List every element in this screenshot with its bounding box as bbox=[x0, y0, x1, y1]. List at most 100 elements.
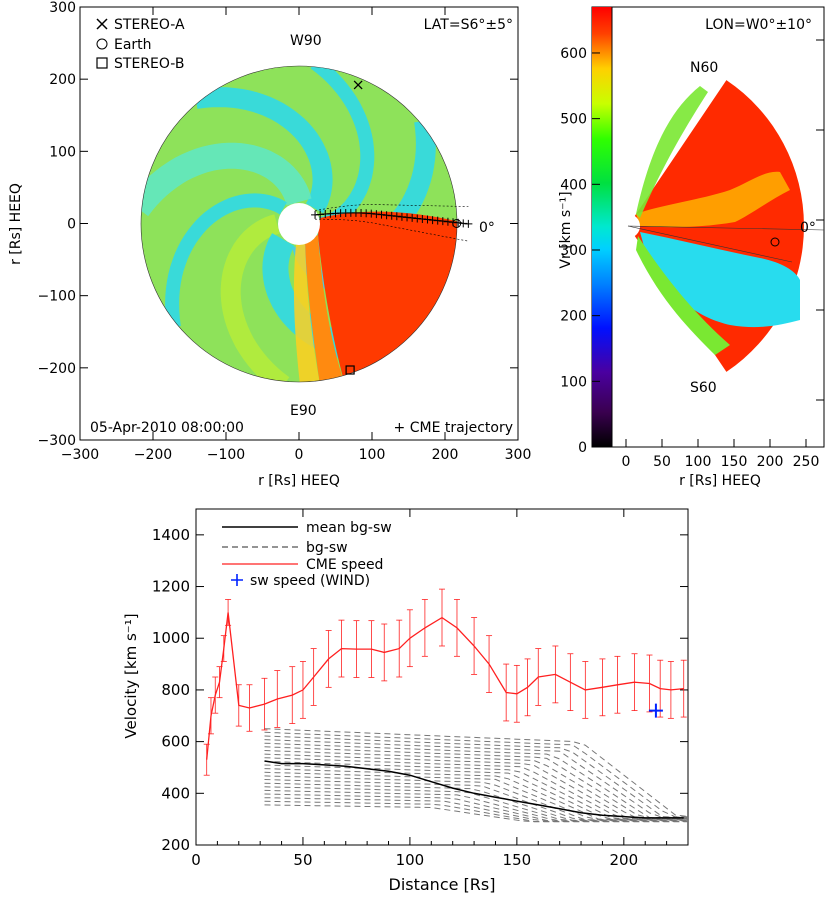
x-tick-label: 200 bbox=[432, 447, 459, 463]
trajectory-cross bbox=[408, 213, 417, 222]
inner-boundary bbox=[278, 203, 320, 245]
spacecraft-markers bbox=[345, 80, 462, 375]
legend-label: Earth bbox=[114, 37, 152, 53]
bg-sw-line bbox=[264, 760, 688, 820]
legend-label: STEREO-A bbox=[114, 17, 185, 33]
spiral-arm bbox=[194, 87, 333, 214]
y-tick-label: 0 bbox=[67, 217, 76, 233]
legend-label: CME speed bbox=[306, 557, 383, 573]
panel-b-zero-label: 0° bbox=[800, 220, 816, 236]
legend-stereo-a: STEREO-A bbox=[96, 17, 185, 33]
y-tick-label: 1400 bbox=[152, 526, 190, 544]
trajectory-cross bbox=[438, 217, 447, 226]
bg-sw-line bbox=[264, 728, 689, 818]
wedge-north-edge bbox=[636, 86, 708, 218]
x-mark-icon bbox=[96, 18, 108, 30]
date-label: 05-Apr-2010 08:00:00 bbox=[90, 420, 244, 436]
panel-a-yticks: 300 200 100 0 −100 −200 −300 bbox=[38, 0, 518, 449]
x-tick-label: 200 bbox=[610, 851, 639, 869]
solar-wind-disk bbox=[141, 66, 457, 382]
bg-sw-line bbox=[264, 789, 688, 822]
x-tick-label: −200 bbox=[134, 447, 172, 463]
y-tick-label: 200 bbox=[49, 72, 76, 88]
bg-sw-line bbox=[264, 746, 688, 819]
x-tick-label: 200 bbox=[757, 454, 784, 470]
lat-label: LAT=S6°±5° bbox=[424, 17, 513, 33]
x-tick-label: −100 bbox=[207, 447, 245, 463]
trajectory-cross bbox=[392, 212, 401, 221]
stereo-a-marker bbox=[353, 80, 363, 90]
x-tick-label: −300 bbox=[61, 447, 99, 463]
legend-label: STEREO-B bbox=[114, 56, 184, 72]
y-tick-label: −300 bbox=[38, 433, 76, 449]
x-tick-label: 100 bbox=[685, 454, 712, 470]
x-tick-label: 150 bbox=[503, 851, 532, 869]
spiral-arm bbox=[141, 142, 312, 217]
wedge-green-band bbox=[636, 236, 730, 355]
e90-label: E90 bbox=[290, 403, 317, 419]
stereo-b-marker bbox=[345, 365, 355, 375]
legend-stereo-b: STEREO-B bbox=[96, 56, 184, 72]
trajectory-spread bbox=[315, 218, 469, 242]
colorbar-tick-label: 100 bbox=[560, 374, 587, 390]
trajectory-cross bbox=[372, 210, 381, 219]
panel-c-xticks: 0 50 100 150 200 bbox=[191, 509, 668, 869]
legend-label: bg-sw bbox=[306, 540, 348, 556]
n60-label: N60 bbox=[690, 60, 718, 76]
x-tick-label: 0 bbox=[295, 447, 304, 463]
panel-meridional-view: 0 100 200 300 400 500 600 0 50 100 150 200 250 Vr [… bbox=[558, 6, 825, 489]
colorbar-tick-label: 300 bbox=[560, 243, 587, 259]
earth-marker bbox=[452, 219, 462, 228]
panel-ecliptic-view: −300 −200 −100 0 100 200 300 300 200 100 0 −100 −20… bbox=[8, 0, 531, 489]
y-tick-label: 200 bbox=[161, 836, 190, 854]
panel-a-xticks: −300 −200 −100 0 100 200 300 bbox=[61, 7, 531, 463]
y-tick-label: −200 bbox=[38, 361, 76, 377]
equator-line bbox=[627, 225, 825, 231]
panel-b-xlabel: r [Rs] HEEQ bbox=[679, 473, 761, 489]
spiral-arm bbox=[165, 193, 287, 328]
cme-speed-series bbox=[206, 612, 684, 760]
spiral-arm bbox=[220, 214, 290, 382]
disk-outline bbox=[140, 65, 458, 383]
trajectory-cross bbox=[403, 213, 412, 222]
bg-sw-series bbox=[264, 728, 689, 823]
x-tick-label: 150 bbox=[721, 454, 748, 470]
lon-label: LON=W0°±10° bbox=[705, 17, 812, 33]
trajectory-cross bbox=[382, 211, 391, 220]
x-tick-label: 100 bbox=[359, 447, 386, 463]
trajectory-cross bbox=[428, 216, 437, 225]
panel-b-xticks: 0 50 100 150 200 250 bbox=[622, 439, 819, 470]
colorbar-tick-label: 200 bbox=[560, 309, 587, 325]
bg-sw-line bbox=[264, 753, 688, 819]
w90-label: W90 bbox=[290, 33, 322, 49]
y-tick-label: 600 bbox=[161, 733, 190, 751]
fast-stream-edge-yellow bbox=[293, 240, 320, 382]
circle-icon bbox=[96, 38, 108, 50]
bg-sw-line bbox=[264, 750, 688, 819]
colorbar-tick-label: 0 bbox=[578, 440, 587, 456]
y-tick-label: 1200 bbox=[152, 578, 190, 596]
solar-wind-wedge bbox=[616, 80, 825, 372]
panel-c-legend: mean bg-sw bg-sw CME speed sw speed (WIN… bbox=[222, 520, 392, 589]
bg-sw-line bbox=[264, 779, 688, 821]
x-tick-label: 50 bbox=[653, 454, 671, 470]
legend-earth: Earth bbox=[96, 37, 152, 53]
x-tick-label: 0 bbox=[622, 454, 631, 470]
bg-sw-line bbox=[264, 764, 688, 820]
bg-sw-line bbox=[264, 735, 688, 818]
trajectory-cross bbox=[433, 216, 442, 225]
colorbar bbox=[592, 7, 612, 447]
y-tick-label: 800 bbox=[161, 681, 190, 699]
plus-icon bbox=[231, 574, 243, 586]
colorbar-tick-label: 400 bbox=[560, 177, 587, 193]
right-axis-ticks bbox=[816, 39, 824, 401]
x-tick-label: 50 bbox=[293, 851, 312, 869]
trajectory-cross bbox=[443, 217, 452, 226]
panel-c-ylabel: Velocity [km s⁻¹] bbox=[122, 613, 140, 738]
s60-label: S60 bbox=[690, 380, 717, 396]
bg-sw-line bbox=[264, 793, 688, 822]
panel-a-legend: STEREO-A Earth STEREO-B bbox=[96, 17, 185, 72]
bg-sw-line bbox=[264, 742, 688, 819]
legend-label: sw speed (WIND) bbox=[250, 573, 370, 589]
